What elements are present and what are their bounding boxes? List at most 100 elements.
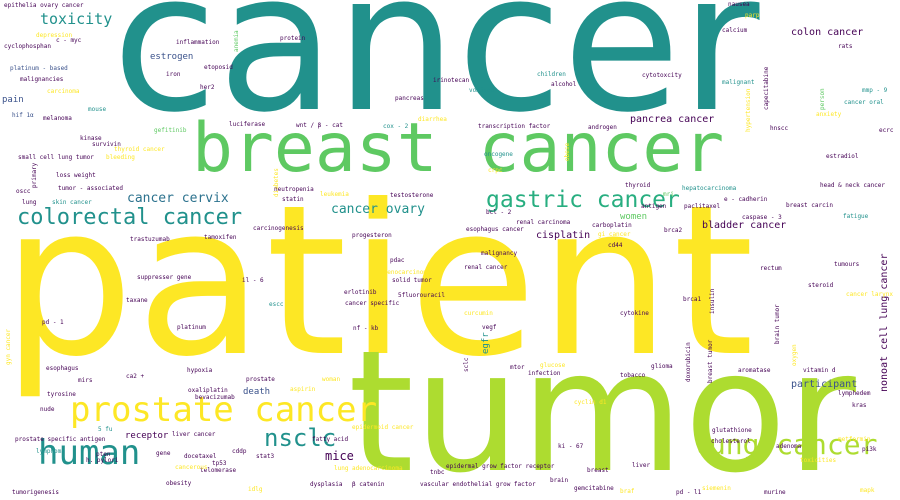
word-cox-2: cox - 2 (383, 123, 409, 130)
word-carcinoma: carcinoma (47, 88, 80, 95)
word-mmp-9: mmp - 9 (862, 87, 888, 94)
word-lung-cancer: lung cancer (692, 428, 878, 461)
word-pain: pain (2, 95, 24, 105)
word-c-myc: c - myc (56, 37, 82, 44)
word-gyn-cancer: gyn cancer (5, 328, 12, 365)
word-ecrc: ecrc (879, 127, 894, 134)
word-children: children (537, 71, 566, 78)
word-person: person (819, 88, 826, 110)
word-bleeding: bleeding (106, 154, 135, 161)
word-bevacizumab: bevacizumab (195, 394, 235, 401)
word-lymphedem: lymphedem (838, 390, 871, 397)
word-oncogene: oncogene (484, 151, 513, 158)
word-mice: mice (325, 449, 354, 463)
word-cancer-ovary: cancer ovary (331, 202, 425, 217)
word-egfr: egfr (481, 332, 491, 354)
word-toxicities: toxicities (800, 457, 837, 464)
word-vegf-full: vascular endothelial grow factor (420, 481, 536, 488)
word-vegf: vegf (482, 324, 497, 331)
word-epithelia-ovary-cancer: epithelia ovary cancer (4, 2, 84, 9)
word-tp53: tp53 (212, 460, 227, 467)
word-anemia: anemia (233, 30, 240, 52)
word-malignancy: malignancy (481, 250, 518, 257)
word-prostate-cancer: prostate cancer (70, 390, 378, 430)
word-patient: patient (2, 161, 757, 403)
word-neutropenia: neutropenia (274, 186, 314, 193)
word-thyroid: thyroid (625, 182, 651, 189)
word-transcription-factor: transcription factor (478, 123, 551, 130)
word-nonoat-cell-lung-cancer: nonoat cell lung cancer (879, 253, 890, 392)
word-h-pylori: h. pylori (86, 457, 119, 464)
word-inflammation: inflammation (176, 39, 220, 46)
word-estrogen: estrogen (150, 52, 194, 62)
word-cancer-oral: cancer oral (844, 99, 884, 106)
word-idlg: idlg (248, 486, 263, 493)
word-beta-catenin: β catenin (352, 481, 385, 488)
word-erlotinib: erlotinib (344, 289, 377, 296)
word-anxiety: anxiety (816, 111, 842, 118)
word-human: human (38, 433, 141, 473)
word-nf-kb: nf - kb (353, 325, 379, 332)
word-glioma: glioma (651, 363, 673, 370)
word-irinotecan: irinotecan (433, 77, 470, 84)
word-brain: brain (550, 477, 569, 484)
word-renal-cancer: renal cancer (464, 264, 508, 271)
word-caspase-3: caspase - 3 (742, 214, 782, 221)
word-tumours: tumours (834, 261, 860, 268)
word-ki-67: ki - 67 (558, 443, 584, 450)
word-progesteron: progesteron (352, 232, 392, 239)
word-nude: nude (40, 406, 55, 413)
word-obesity: obesity (166, 480, 192, 487)
word-fatigue: fatigue (843, 213, 869, 220)
word-hypertension: hypertension (745, 88, 752, 132)
word-parp: parp (745, 12, 760, 19)
word-survivin: survivin (92, 141, 121, 148)
word-tumor-associated: tumor - associated (58, 185, 124, 192)
word-tamoxifen: tamoxifen (204, 234, 237, 241)
word-cyclin-d1: cyclin d1 (574, 399, 607, 406)
word-solid-tumor: solid tumor (392, 277, 432, 284)
word-metformin: metformin (838, 436, 871, 443)
word-docetaxel: docetaxel (184, 453, 217, 460)
word-brca2: brca2 (664, 227, 683, 234)
word-5fluorouracil: 5fluorouracil (398, 292, 445, 299)
word-cancer-cervix: cancer cervix (127, 191, 229, 206)
word-hypoxia: hypoxia (187, 367, 213, 374)
word-braf: braf (620, 488, 635, 495)
word-carboplatin: carboplatin (592, 222, 632, 229)
word-infection: infection (528, 370, 561, 377)
word-renal-carcinoma: renal carcinoma (516, 219, 571, 226)
word-liver-cancer: liver cancer (172, 431, 216, 438)
word-mtor: mtor (510, 364, 525, 371)
word-leukemia: leukemia (320, 191, 349, 198)
word-aromatase: aromatase (738, 367, 771, 374)
word-e-cadherin: e - cadherin (724, 196, 768, 203)
word-tobacco: tobacco (620, 372, 646, 379)
word-liver: liver (632, 462, 651, 469)
word-hif: hif 1α (12, 112, 34, 119)
word-breast-tumor: breast tumor (707, 339, 714, 383)
word-breast: breast (587, 467, 609, 474)
word-tyrosine: tyrosine (47, 391, 76, 398)
word-adenocarcinoma: adenocarcinoma (380, 269, 431, 276)
word-carcinogenesis: carcinogenesis (253, 225, 304, 232)
word-gi-cancer: gi cancer (598, 231, 631, 238)
word-glutathione: glutathione (712, 427, 752, 434)
word-esophagus-cancer: esophagus cancer (466, 226, 524, 233)
word-cytotoxcity: cytotoxcity (642, 72, 682, 79)
word-gefitinib: gefitinib (154, 127, 187, 134)
word-platinum: platinum (177, 324, 206, 331)
word-receptor: receptor (125, 431, 169, 441)
word-lung: lung (22, 199, 37, 206)
word-tumorigenesis: tumorigenesis (12, 489, 59, 496)
word-curcumin: curcumin (464, 310, 493, 317)
word-taxane: taxane (126, 297, 148, 304)
word-loss-weight: loss weight (56, 172, 96, 179)
word-antigen: antigen (641, 203, 667, 210)
word-depression: depression (36, 32, 73, 39)
word-mouse: mouse (88, 106, 107, 113)
word-oscc: oscc (16, 188, 31, 195)
word-nausea: nausea (728, 1, 750, 8)
word-fatty-acid: fatty acid (312, 436, 349, 443)
word-primary: primary (31, 162, 38, 188)
